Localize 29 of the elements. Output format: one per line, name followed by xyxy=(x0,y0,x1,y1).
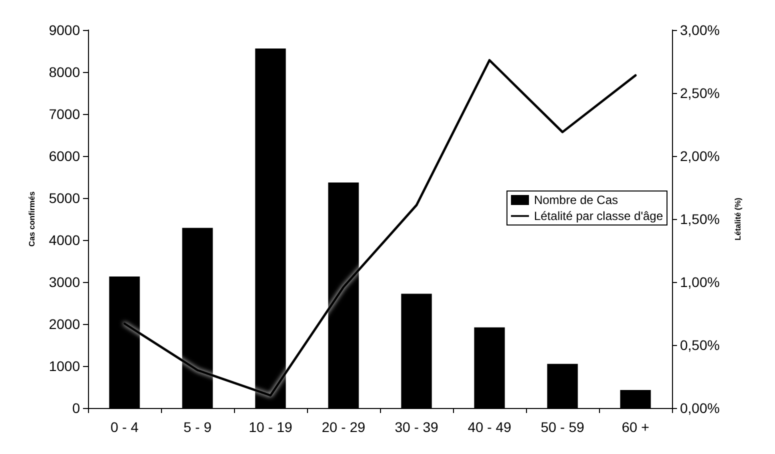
x-tick-label: 20 - 29 xyxy=(322,419,366,435)
y-tick-label: 8000 xyxy=(48,64,80,80)
legend-label: Nombre de Cas xyxy=(534,193,618,207)
y-tick-label: 3000 xyxy=(48,274,80,290)
y2-tick-label: 1,50% xyxy=(680,211,720,227)
y-tick-label: 2000 xyxy=(48,316,80,332)
y2-tick-label: 2,50% xyxy=(680,85,720,101)
y-axis-title: Cas confirmés xyxy=(28,190,36,247)
y2-tick-label: 3,00% xyxy=(680,22,720,38)
x-tick-label: 10 - 19 xyxy=(248,419,293,435)
y2-tick-label: 0,00% xyxy=(680,400,720,416)
x-tick-label: 30 - 39 xyxy=(394,419,439,435)
y-tick-label: 6000 xyxy=(48,148,80,164)
x-tick-label: 5 - 9 xyxy=(183,419,212,435)
x-tick-label: 60 + xyxy=(622,419,650,435)
x-tick-label: 50 - 59 xyxy=(540,419,585,435)
y-tick-label: 1000 xyxy=(48,358,80,374)
y-tick-label: 7000 xyxy=(48,106,80,122)
legend-label: Létalité par classe d'âge xyxy=(534,209,664,223)
x-tick-label: 0 - 4 xyxy=(110,419,139,435)
y2-tick-label: 0,50% xyxy=(680,337,720,353)
y2-axis-title: Létalité (%) xyxy=(734,197,742,240)
y-tick-label: 4000 xyxy=(48,232,80,248)
y-tick-label: 0 xyxy=(72,400,80,416)
y-tick-label: 9000 xyxy=(48,22,80,38)
y-tick-label: 5000 xyxy=(48,190,80,206)
x-tick-label: 40 - 49 xyxy=(468,419,512,435)
y2-tick-label: 2,00% xyxy=(680,148,720,164)
y2-tick-label: 1,00% xyxy=(680,274,720,290)
